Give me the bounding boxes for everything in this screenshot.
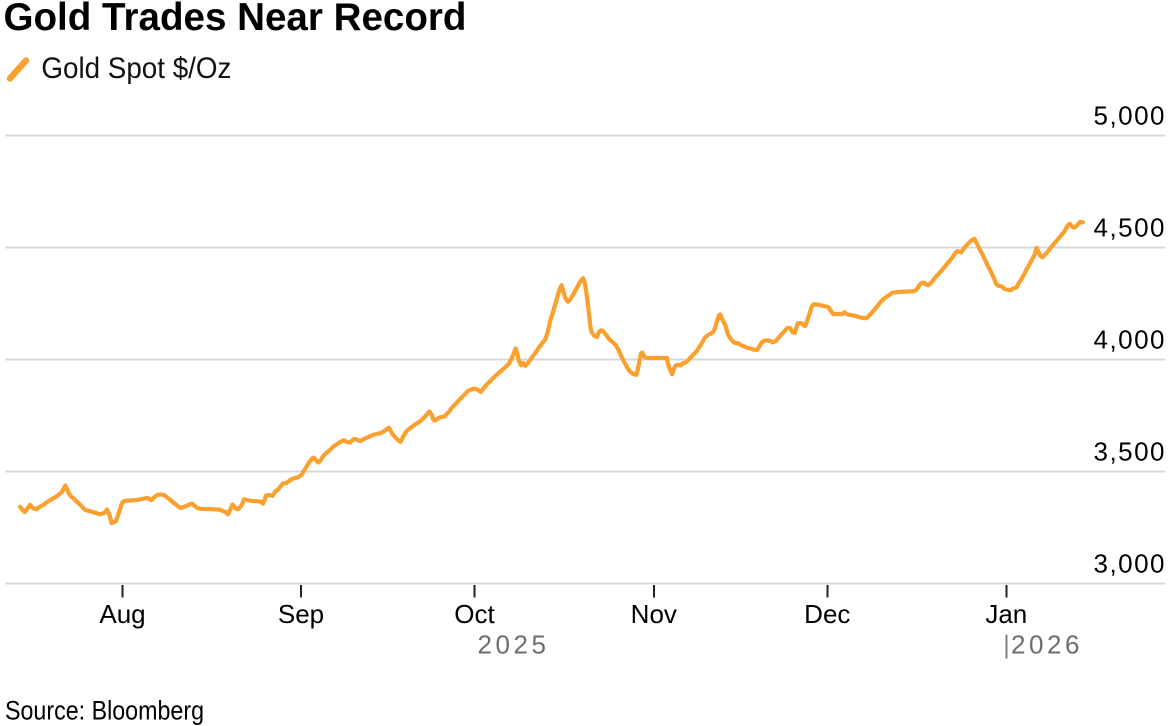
svg-text:4,000: 4,000 bbox=[1094, 325, 1165, 355]
svg-text:Gold Spot $/Oz: Gold Spot $/Oz bbox=[41, 53, 231, 85]
svg-text:Oct: Oct bbox=[454, 599, 495, 629]
svg-text:Gold Trades Near Record: Gold Trades Near Record bbox=[4, 0, 467, 39]
svg-text:2025: 2025 bbox=[477, 630, 546, 660]
svg-text:Sep: Sep bbox=[278, 599, 324, 629]
svg-text:4,500: 4,500 bbox=[1094, 213, 1165, 243]
svg-text:3,500: 3,500 bbox=[1094, 437, 1165, 467]
svg-text:Source: Bloomberg: Source: Bloomberg bbox=[5, 696, 204, 726]
svg-text:5,000: 5,000 bbox=[1094, 101, 1165, 131]
svg-text:Dec: Dec bbox=[804, 599, 850, 629]
svg-text:Jan: Jan bbox=[985, 599, 1027, 629]
svg-text:2026: 2026 bbox=[1011, 630, 1080, 660]
svg-text:3,000: 3,000 bbox=[1094, 549, 1165, 579]
svg-text:Nov: Nov bbox=[631, 599, 677, 629]
svg-text:Aug: Aug bbox=[99, 599, 145, 629]
